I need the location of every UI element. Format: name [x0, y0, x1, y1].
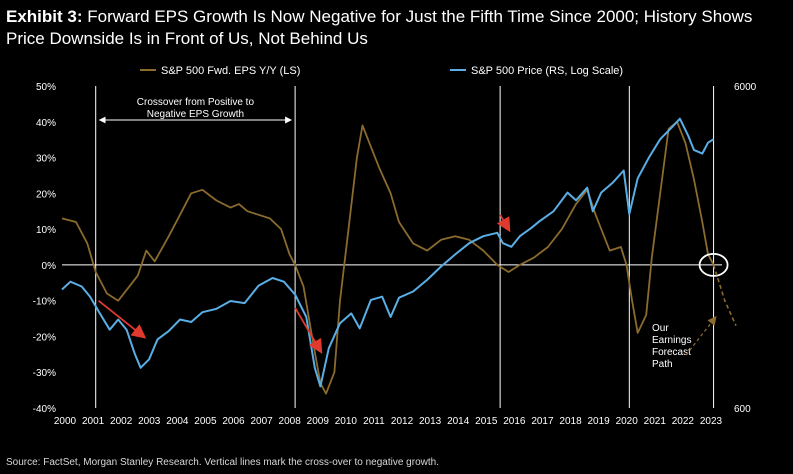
x-tick-label: 2007 [250, 416, 273, 427]
x-tick-label: 2002 [110, 416, 133, 427]
x-tick-label: 2001 [82, 416, 105, 427]
x-tick-label: 2023 [700, 416, 723, 427]
decline-arrow [294, 307, 323, 354]
chart-title: Exhibit 3: Forward EPS Growth Is Now Neg… [6, 6, 786, 50]
source-note: Source: FactSet, Morgan Stanley Research… [6, 457, 439, 468]
x-tick-label: 2012 [391, 416, 414, 427]
legend: S&P 500 Fwd. EPS Y/Y (LS) S&P 500 Price … [140, 65, 623, 77]
decline-arrow [496, 214, 511, 233]
y-left-tick-label: 10% [36, 225, 56, 236]
x-tick-label: 2009 [307, 416, 330, 427]
forecast-path [712, 264, 737, 327]
x-tick-label: 2020 [616, 416, 639, 427]
x-tick-label: 2003 [138, 416, 161, 427]
crossover-label-line-2: Negative EPS Growth [147, 109, 244, 120]
x-tick-label: 2006 [222, 416, 245, 427]
forecast-label-line-2: Earnings [652, 335, 691, 346]
y-right-tick-label: 600 [734, 404, 751, 415]
x-tick-label: 2017 [531, 416, 554, 427]
price-line [61, 117, 715, 388]
series-lines [61, 117, 715, 395]
forecast-label-line-3: Forecast [652, 347, 691, 358]
x-tick-label: 2008 [279, 416, 302, 427]
y-right-tick-label: 6000 [734, 82, 757, 93]
legend-eps-label: S&P 500 Fwd. EPS Y/Y (LS) [161, 65, 300, 77]
eps-growth-line [61, 120, 715, 395]
crossover-annotation: Crossover from Positive to Negative EPS … [137, 97, 255, 120]
forecast-label-line-1: Our [652, 323, 669, 334]
x-tick-label: 2005 [194, 416, 217, 427]
x-tick-label: 2013 [419, 416, 442, 427]
x-tick-label: 2010 [335, 416, 358, 427]
forecast-pointer-arrow [685, 315, 717, 356]
x-tick-label: 2018 [559, 416, 582, 427]
forecast-label-line-4: Path [652, 359, 673, 370]
y-left-tick-label: -10% [33, 297, 56, 308]
x-tick-label: 2015 [475, 416, 498, 427]
annotation-overlays [97, 116, 737, 356]
y-left-tick-label: 50% [36, 82, 56, 93]
y-left-tick-label: 40% [36, 118, 56, 129]
x-tick-label: 2016 [503, 416, 526, 427]
exhibit-label: Exhibit 3: [6, 7, 83, 26]
x-tick-label: 2021 [644, 416, 667, 427]
y-left-tick-label: 0% [42, 261, 57, 272]
crossover-label-line-1: Crossover from Positive to [137, 97, 255, 108]
title-text: Forward EPS Growth Is Now Negative for J… [6, 7, 753, 48]
x-tick-label: 2004 [166, 416, 189, 427]
y-left-tick-label: -20% [33, 332, 56, 343]
legend-price-label: S&P 500 Price (RS, Log Scale) [471, 65, 623, 77]
axes: -40% -30% -20% -10% 0% 10% 20% 30% 40% 50% 600 6000… [33, 82, 757, 427]
decline-arrow [97, 299, 147, 339]
x-tick-label: 2011 [363, 416, 385, 427]
y-left-tick-label: -30% [33, 368, 56, 379]
x-tick-label: 2022 [672, 416, 695, 427]
y-left-tick-label: -40% [33, 404, 56, 415]
x-tick-label: 2000 [54, 416, 77, 427]
x-tick-label: 2014 [447, 416, 470, 427]
x-tick-label: 2019 [587, 416, 610, 427]
forecast-annotation: Our Earnings Forecast Path [652, 323, 691, 370]
crossover-circle [698, 252, 729, 277]
y-left-tick-label: 20% [36, 189, 56, 200]
y-left-tick-label: 30% [36, 154, 56, 165]
